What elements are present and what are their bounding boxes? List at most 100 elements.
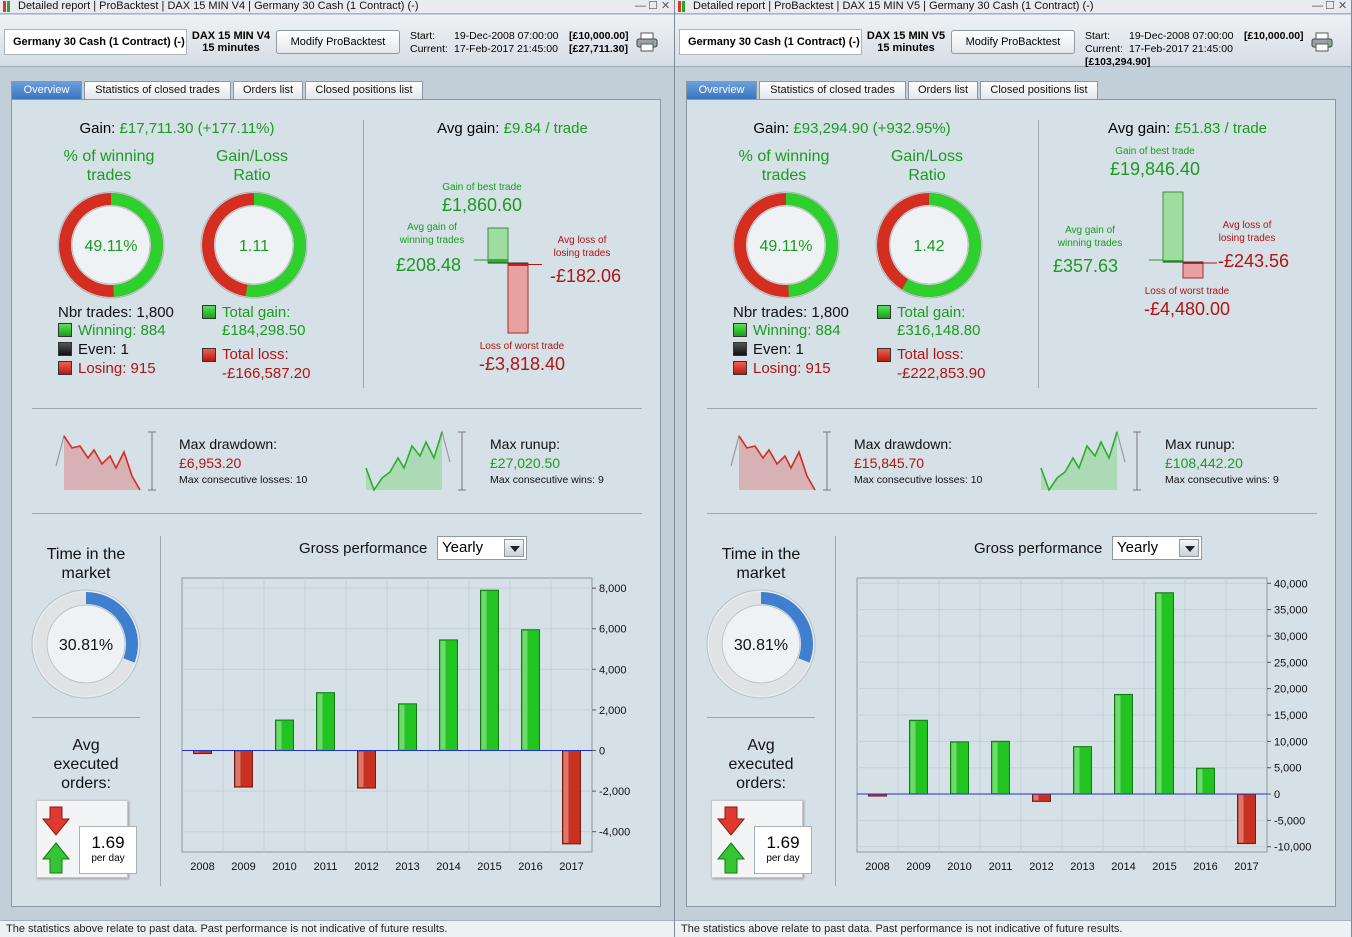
period-select[interactable]: Yearly [1112,536,1202,560]
bar-shine [1156,593,1162,794]
x-tick-label-2015: 2015 [477,861,501,873]
y-tick-label: 8,000 [599,583,627,595]
runup-sparkline [1040,429,1141,492]
drawdown-value: £15,845.70 [854,455,925,471]
total-gain-swatch [202,305,216,319]
printer-icon[interactable] [1311,32,1333,52]
current-label: Current: [410,43,448,55]
bar-2009 [909,719,928,795]
title-app: Detailed report [693,0,766,12]
minimize-icon[interactable]: — [635,0,646,12]
tab-overview[interactable]: Overview [11,81,82,99]
tab-statistics-of-closed-trades[interactable]: Statistics of closed trades [84,81,231,99]
winning-trades-donut-label: 49.11% [84,238,137,255]
system-name: DAX 15 MIN V4 15 minutes [189,30,273,54]
tab-closed-positions-list[interactable]: Closed positions list [980,81,1098,99]
drawdown-sparkline [730,431,831,491]
even-count: Even: 1 [78,341,129,358]
tab-overview[interactable]: Overview [686,81,757,99]
system-name-text: DAX 15 MIN V4 [191,30,271,42]
runup-label: Max runup: [1165,436,1236,452]
x-tick-label-2017: 2017 [559,861,583,873]
title-app: Detailed report [18,0,91,12]
title-separator: | [765,0,775,12]
minimize-icon[interactable]: — [1312,0,1323,12]
maximize-icon[interactable]: ☐ [648,0,658,12]
winning-swatch [733,323,747,337]
x-tick-label-2012: 2012 [354,861,378,873]
ratio-heading-2: Ratio [233,167,271,184]
period-select[interactable]: Yearly [437,536,527,560]
horizontal-divider-1 [707,408,1317,409]
overview-content: Gain: £17,711.30 (+177.11%) % of winning t… [11,99,661,907]
bar-2015 [1155,592,1174,795]
current-date: 17-Feb-2017 21:45:00 [1129,43,1233,55]
gross-performance-chart: 8,000 6,000 4,000 2,000 0 -2,000 -4,000 2008 200… [181,577,630,873]
gain-label: Gain: [753,120,790,137]
y-tick-label: 15,000 [1274,710,1308,722]
x-tick-label-2015: 2015 [1152,861,1176,873]
bar-2012 [1032,793,1051,802]
start-row: Start: 19-Dec-2008 07:00:00 [£10,000.00] [1085,30,1307,43]
maximize-icon[interactable]: ☐ [1325,0,1335,12]
gain-loss-ratio-donut: 1.42 [875,191,983,299]
total-loss-value: -£222,853.90 [897,365,986,382]
horizontal-divider-3 [32,717,140,718]
y-tick-label: 0 [599,746,605,758]
runup-label: Max runup: [490,436,561,452]
runup-sparkline-area [366,432,442,490]
timeframe-text: 15 minutes [202,42,260,54]
total-gain-value: £184,298.50 [222,322,306,339]
runup-sparkline [365,429,466,492]
modify-probacktest-button[interactable]: Modify ProBacktest [276,30,400,54]
y-tick-label: 25,000 [1274,657,1308,669]
modify-probacktest-button[interactable]: Modify ProBacktest [951,30,1075,54]
y-tick-label: -4,000 [599,827,630,839]
tab-orders-list[interactable]: Orders list [233,81,303,99]
runup-sparkline-area [1041,432,1117,490]
window-titlebar: Detailed report | ProBacktest | DAX 15 M… [675,0,1351,14]
close-icon[interactable]: ✕ [661,0,671,12]
x-tick-label-2017: 2017 [1234,861,1258,873]
start-date: 19-Dec-2008 07:00:00 [1129,30,1234,42]
bar-2012 [357,750,376,789]
y-tick-label: -10,000 [1274,842,1311,854]
tab-orders-list[interactable]: Orders list [908,81,978,99]
drawdown-label: Max drawdown: [854,436,953,452]
drawdown-sparkline-area [739,436,815,490]
chevron-down-icon[interactable] [504,539,524,557]
current-label: Current: [1085,43,1123,55]
avg-win-bar [1163,260,1183,262]
close-icon[interactable]: ✕ [1338,0,1348,12]
avg-loss-label: Avg loss of losing trades [1207,219,1287,245]
bar-shine [1033,795,1039,801]
total-gain-label: Total gain: [897,304,966,321]
bar-shine [276,721,282,750]
best-trade-label: Gain of best trade [442,182,522,193]
bar-2014 [1114,693,1133,795]
bar-shine [235,751,241,787]
bar-shine [951,742,957,794]
current-row: Current: 17-Feb-2017 21:45:00 [£27,711.30] [410,43,632,56]
best-trade-value: £19,846.40 [1109,159,1201,179]
even-swatch [58,342,72,356]
avg-win-label-2: winning trades [1057,238,1123,249]
bar-2015 [480,589,499,752]
losing-count: Losing: 915 [753,360,831,377]
winning-trades-donut: 49.11% [57,191,165,299]
avg-gain-value: £51.83 / trade [1174,120,1268,137]
printer-icon[interactable] [636,32,658,52]
gain-loss-ratio-donut-label: 1.11 [239,238,269,255]
x-tick-label-2011: 2011 [314,861,338,873]
time-in-market-donut-label: 30.81% [734,637,788,654]
nbr-trades: Nbr trades: 1,800 [58,304,174,321]
bar-shine [1197,769,1203,794]
time-heading-1: Time in the [721,546,801,563]
tab-statistics-of-closed-trades[interactable]: Statistics of closed trades [759,81,906,99]
bar-shine [992,742,998,794]
chevron-down-icon[interactable] [1179,539,1199,557]
vertical-divider-top [363,120,364,388]
tab-closed-positions-list[interactable]: Closed positions list [305,81,423,99]
bar-shine [522,630,528,750]
total-loss-label: Total loss: [897,346,964,363]
